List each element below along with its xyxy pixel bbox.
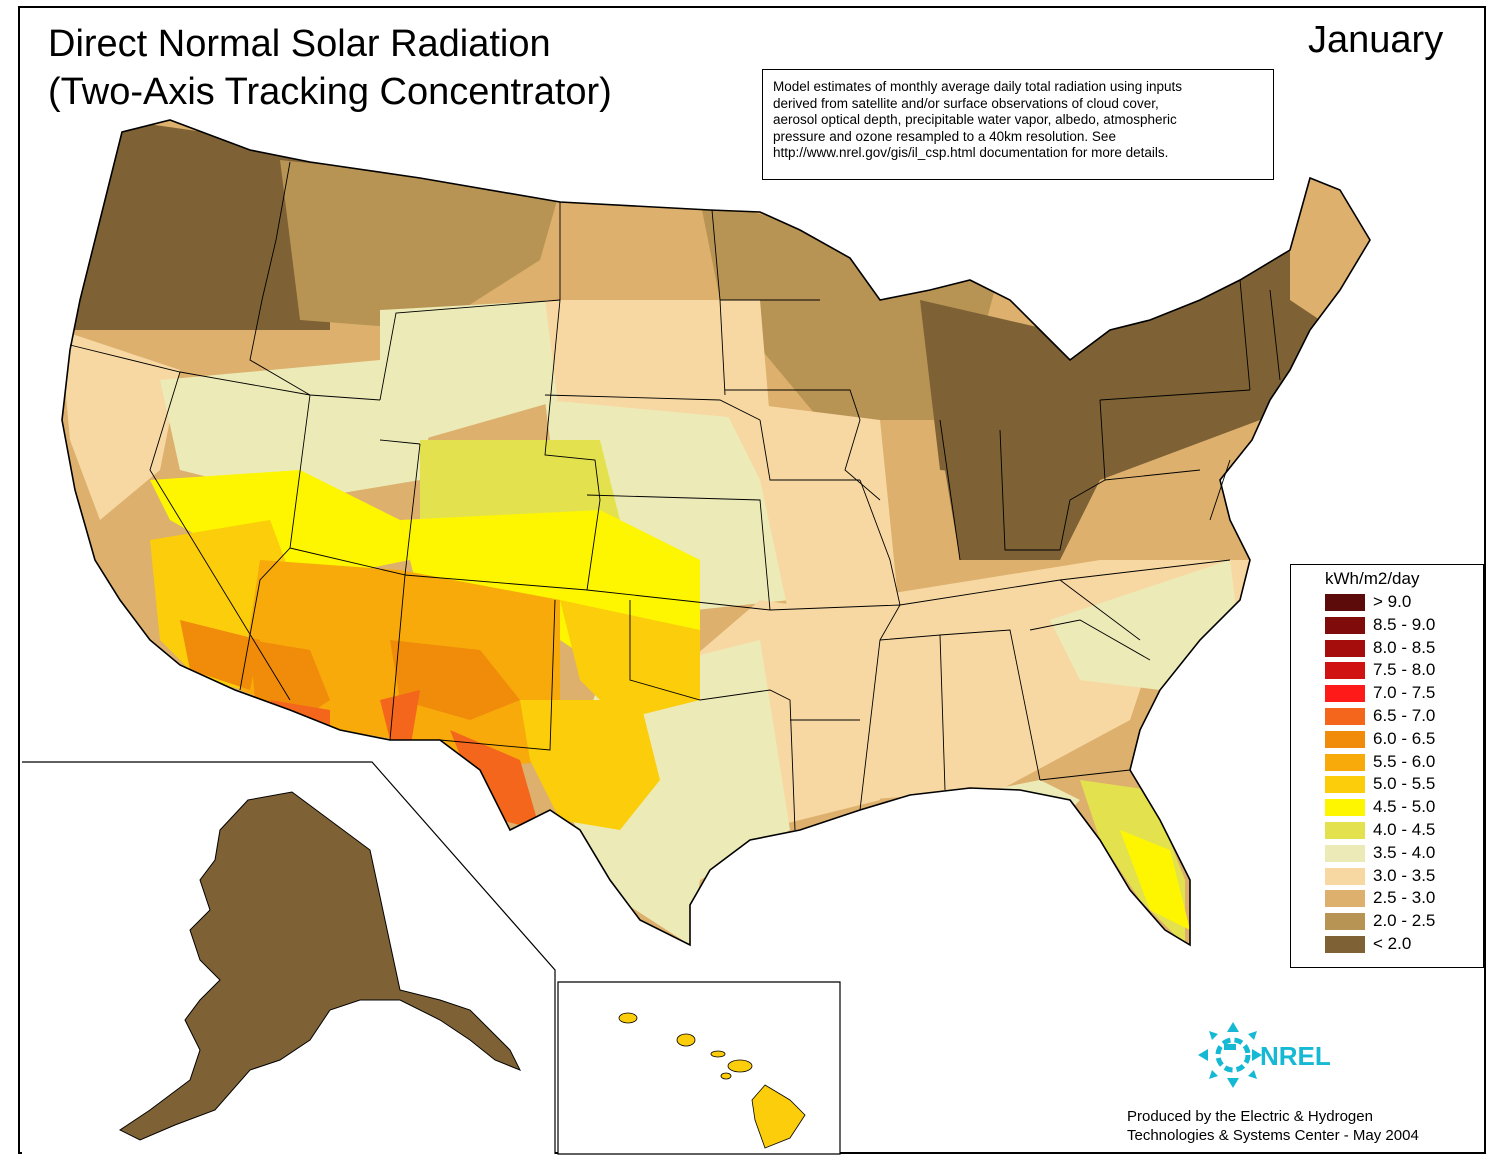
- map-title: Direct Normal Solar Radiation: [48, 23, 551, 65]
- legend-item: 7.0 - 7.5: [1325, 682, 1475, 704]
- legend-label: 8.0 - 8.5: [1373, 637, 1436, 657]
- legend-item: 5.5 - 6.0: [1325, 751, 1475, 773]
- legend-label: 3.5 - 4.0: [1373, 842, 1436, 862]
- nrel-logo-text: NREL: [1260, 1041, 1331, 1071]
- legend-item: 3.5 - 4.0: [1325, 842, 1475, 864]
- nrel-logo-icon: NREL: [1198, 1022, 1331, 1088]
- map-subtitle: (Two-Axis Tracking Concentrator): [48, 71, 612, 113]
- note-line: derived from satellite and/or surface ob…: [773, 95, 1159, 111]
- legend-swatch: [1325, 776, 1365, 794]
- legend-label: 5.0 - 5.5: [1373, 774, 1436, 794]
- legend-item: 2.0 - 2.5: [1325, 910, 1475, 932]
- legend-item: 5.0 - 5.5: [1325, 773, 1475, 795]
- legend-swatch: [1325, 594, 1365, 611]
- legend-swatch: [1325, 616, 1365, 634]
- us-outline: [61, 119, 1371, 947]
- legend-label: 6.5 - 7.0: [1373, 706, 1436, 725]
- legend-swatch: [1325, 685, 1365, 703]
- legend-swatch: [1325, 822, 1365, 839]
- legend-item: 8.0 - 8.5: [1325, 637, 1475, 659]
- nrel-logo: NREL: [1196, 1020, 1356, 1096]
- legend-label: 8.5 - 9.0: [1373, 614, 1436, 634]
- legend-swatch: [1325, 890, 1365, 908]
- hawaii-inset-border: [557, 981, 841, 1155]
- legend-label: 4.5 - 5.0: [1373, 797, 1436, 817]
- legend-swatch: [1325, 730, 1365, 748]
- legend-label: > 9.0: [1373, 592, 1412, 611]
- note-line: http://www.nrel.gov/gis/il_csp.html docu…: [773, 145, 1169, 161]
- alaska-shape: [119, 791, 522, 1141]
- note-line: aerosol optical depth, precipitable wate…: [773, 112, 1177, 128]
- legend-label: 2.5 - 3.0: [1373, 888, 1436, 908]
- legend-item: 4.0 - 4.5: [1325, 819, 1475, 841]
- legend-swatch: [1325, 753, 1365, 771]
- legend-title: kWh/m2/day: [1325, 569, 1420, 588]
- legend-label: 6.0 - 6.5: [1373, 728, 1436, 748]
- legend-swatch: [1325, 867, 1365, 885]
- note-line: Model estimates of monthly average daily…: [773, 79, 1182, 94]
- legend-swatch: [1325, 708, 1365, 725]
- legend-swatch: [1325, 844, 1365, 862]
- legend-label: 7.0 - 7.5: [1373, 683, 1436, 703]
- month-label: January: [1308, 19, 1444, 61]
- alaska-inset-border: [22, 761, 556, 1154]
- legend-item: > 9.0: [1325, 591, 1475, 613]
- legend: kWh/m2/day > 9.0 8.5 - 9.0 8.0 - 8.5 7.5 - …: [1290, 564, 1484, 968]
- hawaii-islands: [618, 1012, 806, 1149]
- methodology-note: Model estimates of monthly average daily…: [762, 69, 1274, 180]
- legend-label: < 2.0: [1373, 934, 1412, 953]
- legend-item: 2.5 - 3.0: [1325, 887, 1475, 909]
- legend-label: 2.0 - 2.5: [1373, 911, 1436, 931]
- legend-label: 7.5 - 8.0: [1373, 660, 1436, 680]
- legend-swatch: [1325, 662, 1365, 680]
- legend-item: 4.5 - 5.0: [1325, 796, 1475, 818]
- state-boundaries: [69, 161, 1281, 831]
- note-line: pressure and ozone resampled to a 40km r…: [773, 128, 1116, 144]
- legend-swatch: [1325, 799, 1365, 817]
- legend-swatch: [1325, 913, 1365, 931]
- legend-label: 5.5 - 6.0: [1373, 751, 1436, 771]
- legend-item: < 2.0: [1325, 933, 1475, 955]
- legend-swatch: [1325, 936, 1365, 953]
- producer-credit: Produced by the Electric & Hydrogen Tech…: [1127, 1107, 1419, 1145]
- legend-swatch: [1325, 639, 1365, 657]
- legend-item: 6.0 - 6.5: [1325, 728, 1475, 750]
- legend-item: 3.0 - 3.5: [1325, 865, 1475, 887]
- legend-label: 3.0 - 3.5: [1373, 865, 1436, 885]
- producer-line: Technologies & Systems Center - May 2004: [1127, 1127, 1419, 1144]
- legend-item: 7.5 - 8.0: [1325, 659, 1475, 681]
- legend-item: 8.5 - 9.0: [1325, 614, 1475, 636]
- legend-item: 6.5 - 7.0: [1325, 705, 1475, 727]
- producer-line: Produced by the Electric & Hydrogen: [1127, 1108, 1373, 1125]
- legend-label: 4.0 - 4.5: [1373, 820, 1436, 839]
